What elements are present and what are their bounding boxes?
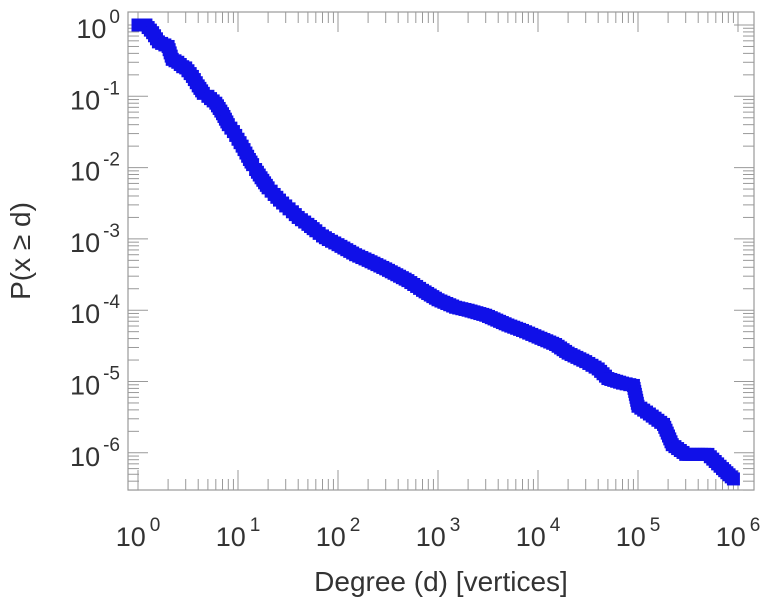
x-tick-label-base: 10 <box>516 522 546 552</box>
y-tick-label-exponent: -2 <box>103 150 120 171</box>
y-tick-label-base: 10 <box>70 299 100 329</box>
x-tick-label-exponent: 1 <box>250 515 261 536</box>
x-tick-label-base: 10 <box>616 522 646 552</box>
x-tick-label-exponent: 5 <box>650 515 661 536</box>
y-tick-label-base: 10 <box>76 14 106 44</box>
x-tick-label-exponent: 6 <box>750 515 761 536</box>
y-tick-label-base: 10 <box>70 442 100 472</box>
y-tick-label-base: 10 <box>70 371 100 401</box>
y-tick-label: 10 -2 <box>70 150 120 187</box>
y-tick-label: 10 -4 <box>70 292 120 329</box>
x-tick-label-base: 10 <box>116 522 146 552</box>
y-axis-title: P(x ≥ d) <box>5 202 36 300</box>
y-tick-label: 10 -6 <box>70 435 120 472</box>
y-tick-label-exponent: -1 <box>103 78 120 99</box>
x-tick-label-exponent: 4 <box>550 515 561 536</box>
x-tick-label: 10 4 <box>516 515 561 552</box>
x-tick-label-base: 10 <box>716 522 746 552</box>
x-tick-label-exponent: 2 <box>350 515 361 536</box>
x-tick-label-base: 10 <box>416 522 446 552</box>
x-tick-label: 10 2 <box>316 515 361 552</box>
y-tick-label-base: 10 <box>70 228 100 258</box>
x-tick-label: 10 0 <box>116 515 161 552</box>
x-tick-label-base: 10 <box>316 522 346 552</box>
x-tick-label: 10 1 <box>216 515 261 552</box>
y-tick-label: 10 0 <box>76 7 120 44</box>
y-tick-label-exponent: -4 <box>103 292 120 313</box>
y-tick-label-exponent: -3 <box>103 221 120 242</box>
x-tick-label: 10 3 <box>416 515 461 552</box>
x-tick-label-base: 10 <box>216 522 246 552</box>
y-tick-label: 10 -3 <box>70 221 120 258</box>
data-points <box>131 18 740 486</box>
x-tick-label: 10 5 <box>616 515 661 552</box>
data-point <box>726 472 740 486</box>
y-tick-label-exponent: 0 <box>109 7 120 28</box>
plot-frame <box>127 11 755 491</box>
y-tick-label: 10 -5 <box>70 364 120 401</box>
x-tick-labels: 10 0 10 1 10 2 10 3 10 4 10 5 10 6 <box>116 515 761 552</box>
y-tick-label-base: 10 <box>70 157 100 187</box>
x-tick-label: 10 6 <box>716 515 761 552</box>
minor-ticks <box>128 12 754 491</box>
x-tick-label-exponent: 3 <box>450 515 461 536</box>
y-tick-label-exponent: -5 <box>103 364 120 385</box>
y-tick-label: 10 -1 <box>70 78 120 115</box>
y-tick-label-base: 10 <box>70 85 100 115</box>
x-axis-title: Degree (d) [vertices] <box>314 566 568 597</box>
x-tick-label-exponent: 0 <box>150 515 161 536</box>
y-tick-label-exponent: -6 <box>103 435 120 456</box>
